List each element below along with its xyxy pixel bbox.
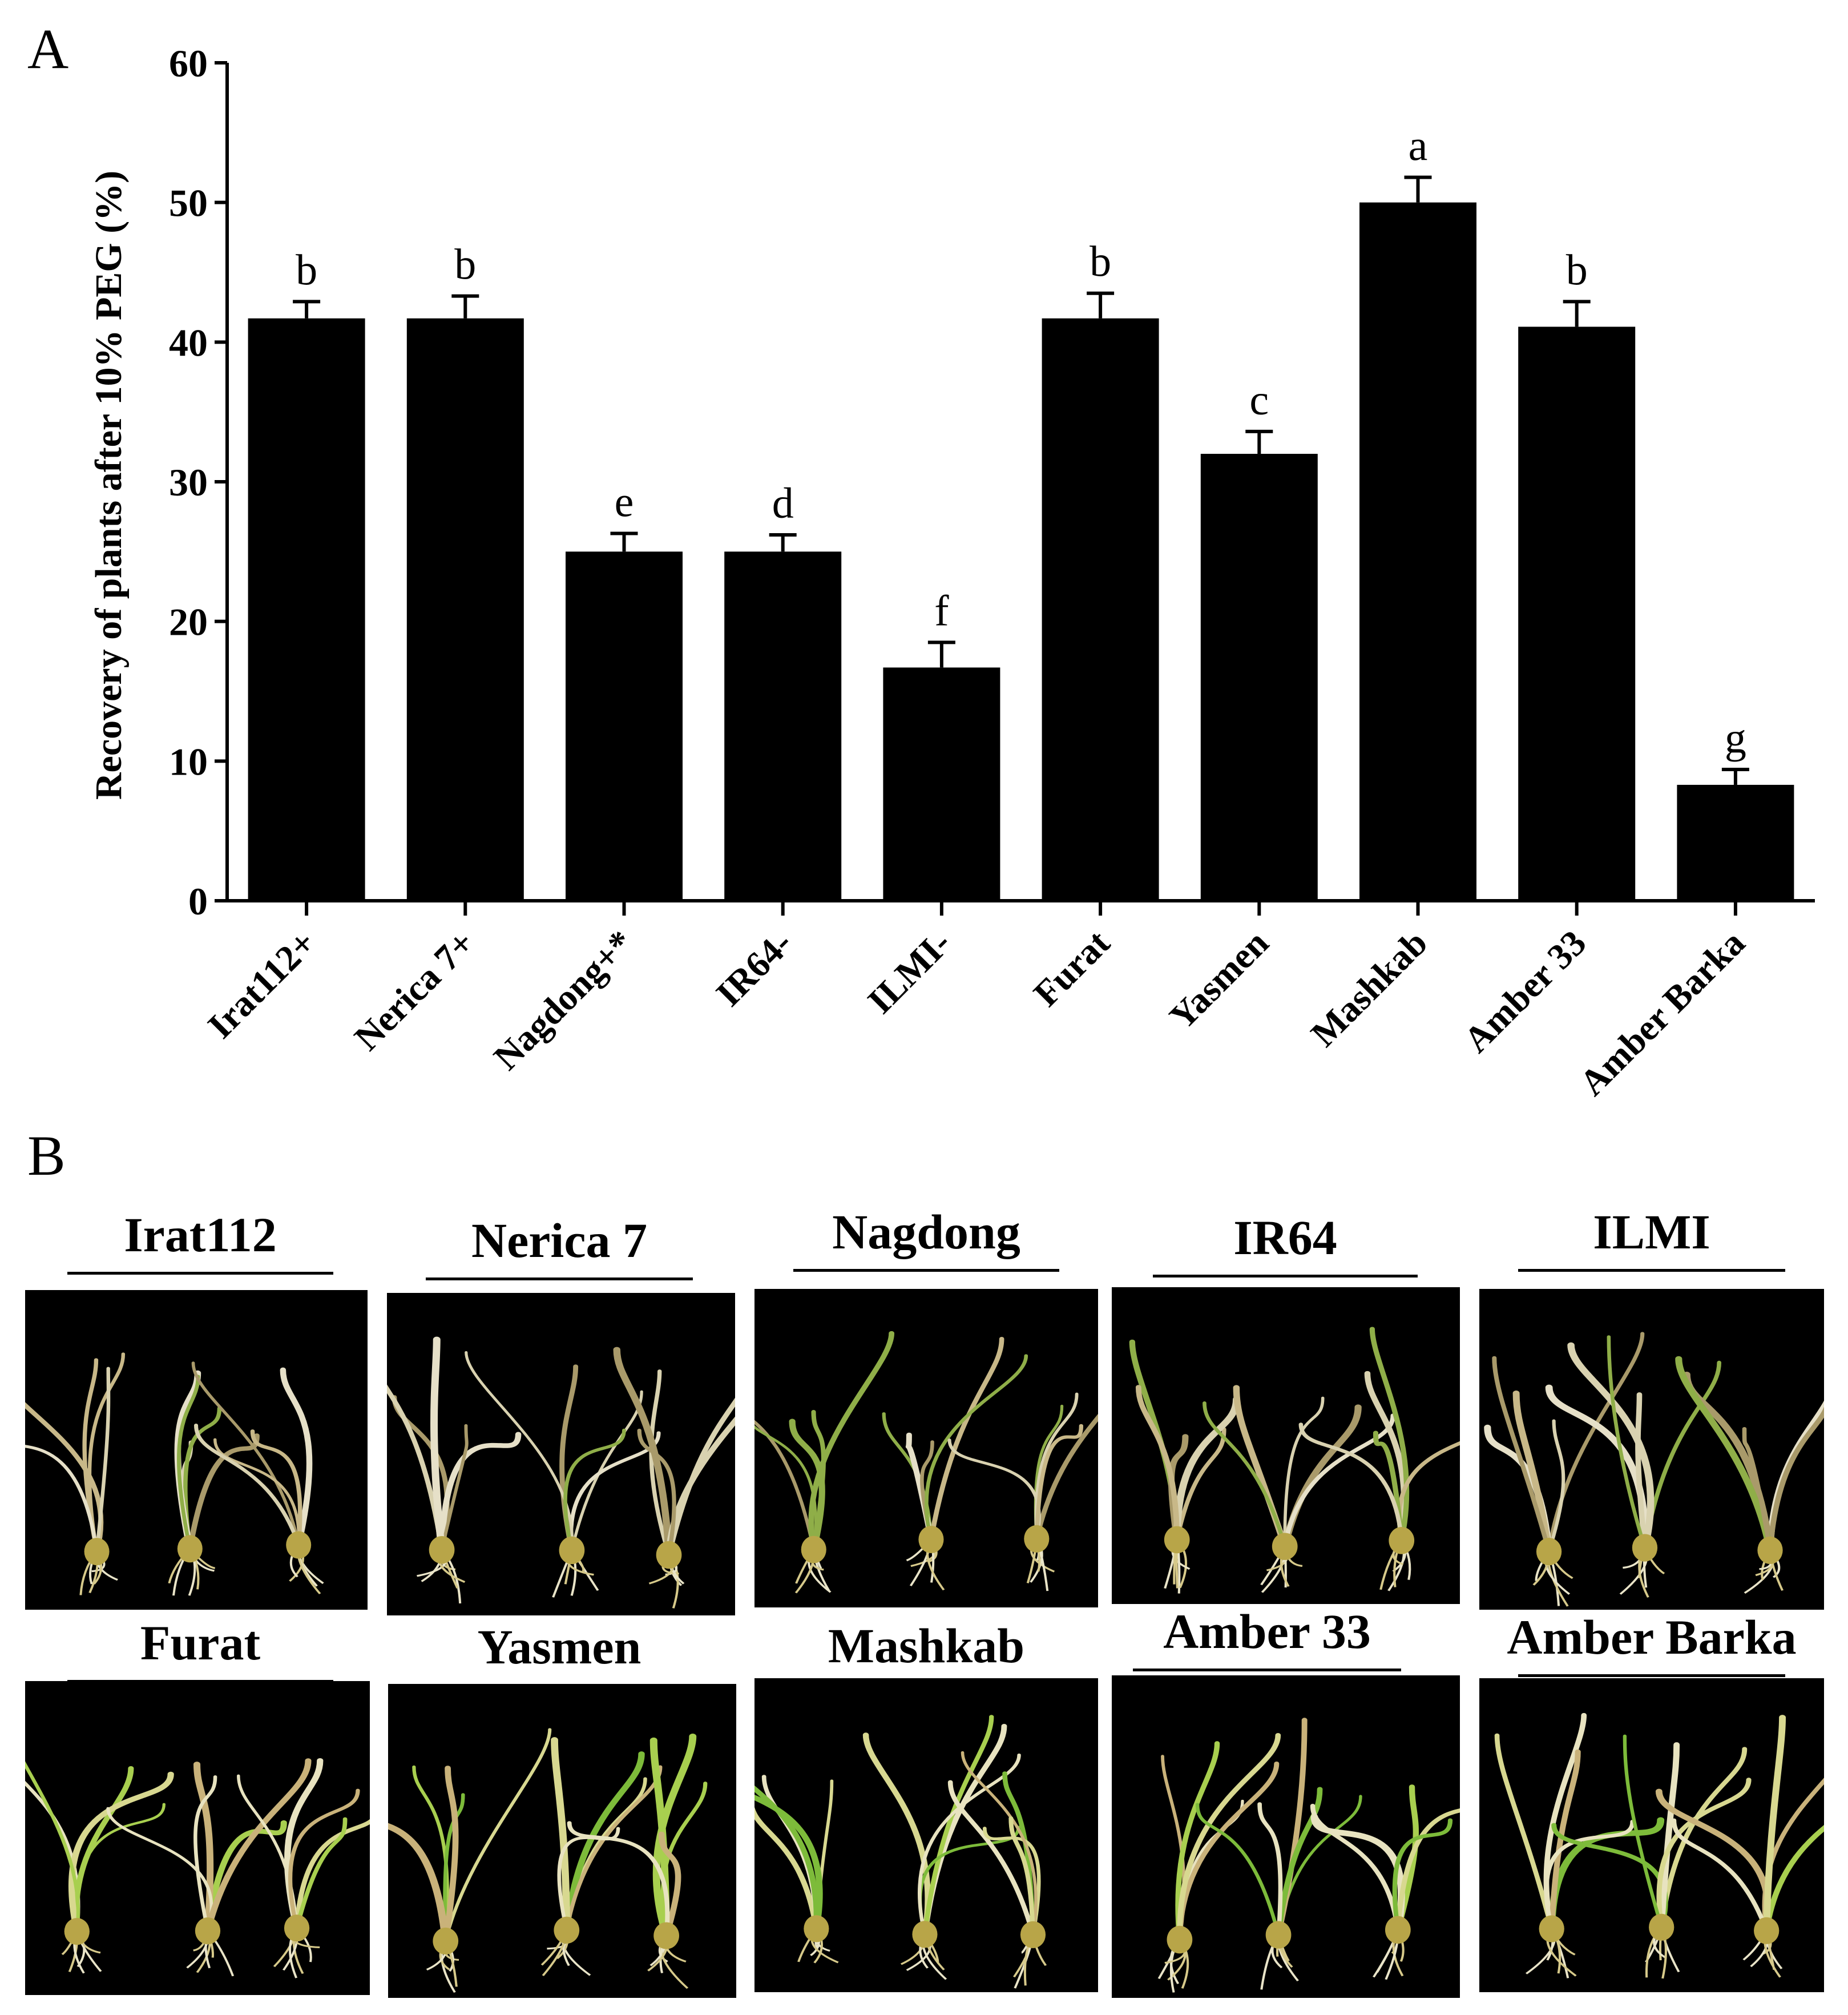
photo-title-rule bbox=[426, 1277, 693, 1280]
x-tick-label: Amber Barka bbox=[1572, 922, 1753, 1103]
significance-letter: c bbox=[1249, 376, 1269, 424]
bar bbox=[1200, 454, 1318, 901]
photo-title: Amber 33 bbox=[1163, 1604, 1371, 1659]
x-tick-label: ILMI- bbox=[860, 922, 958, 1021]
bar bbox=[724, 551, 842, 901]
x-tick-label: Yasmen bbox=[1161, 922, 1276, 1037]
bar bbox=[1518, 327, 1636, 901]
seedling-photo bbox=[25, 1681, 370, 1995]
seedling-photo bbox=[1112, 1675, 1460, 1998]
photo-title-rule bbox=[793, 1269, 1059, 1272]
significance-letter: a bbox=[1409, 122, 1428, 170]
x-tick-label: Nerica 7+ bbox=[346, 922, 482, 1058]
x-tick-label: Irat112+ bbox=[200, 922, 324, 1046]
seedling-photo bbox=[1112, 1287, 1460, 1604]
chart-bars: b b e d f b c a b g bbox=[248, 122, 1794, 901]
seedling-photo bbox=[388, 1684, 736, 1998]
y-tick-label: 50 bbox=[169, 182, 208, 225]
y-tick-label: 20 bbox=[169, 601, 208, 644]
photo-title-rule bbox=[1153, 1275, 1418, 1277]
photo-title-rule bbox=[1133, 1669, 1401, 1671]
photo-title-rule bbox=[67, 1272, 333, 1275]
y-tick-label: 40 bbox=[169, 321, 208, 364]
seedling-photo bbox=[1479, 1289, 1824, 1610]
y-axis-label: Recovery of plants after 10% PEG (%) bbox=[88, 171, 130, 800]
panel-label-b: B bbox=[27, 1124, 66, 1187]
bar-chart: Recovery of plants after 10% PEG (%) 0 10… bbox=[88, 42, 1815, 1103]
photo-title-rule bbox=[1518, 1269, 1785, 1272]
bar bbox=[566, 551, 683, 901]
x-tick-label: IR64- bbox=[708, 922, 800, 1014]
photo-title-rule bbox=[1518, 1674, 1785, 1677]
bar bbox=[883, 667, 1000, 901]
seedling-photo bbox=[754, 1289, 1098, 1607]
photo-title: Amber Barka bbox=[1507, 1610, 1797, 1665]
significance-letter: g bbox=[1725, 714, 1746, 762]
panel-label-a: A bbox=[27, 17, 69, 80]
photo-title: Furat bbox=[140, 1615, 261, 1670]
bar bbox=[1042, 318, 1159, 901]
photo-title: Yasmen bbox=[477, 1619, 641, 1674]
significance-letter: f bbox=[934, 587, 949, 635]
significance-letter: d bbox=[772, 479, 794, 527]
significance-letter: e bbox=[615, 478, 634, 526]
photo-title: Irat112 bbox=[124, 1207, 277, 1262]
bar bbox=[1677, 784, 1794, 901]
bar bbox=[406, 318, 524, 901]
chart-axes: 0 10 20 30 40 50 60 bbox=[169, 42, 1815, 923]
bar bbox=[248, 318, 365, 901]
seedling-photo bbox=[25, 1290, 368, 1610]
photo-title: Nagdong bbox=[832, 1204, 1020, 1259]
significance-letter: b bbox=[1090, 238, 1111, 286]
x-tick-label: Amber 33 bbox=[1456, 922, 1594, 1061]
x-tick-label: Mashkab bbox=[1303, 922, 1435, 1054]
significance-letter: b bbox=[296, 246, 317, 294]
significance-letter: b bbox=[454, 241, 476, 289]
bar bbox=[1359, 202, 1476, 901]
photo-title: ILMI bbox=[1593, 1204, 1710, 1259]
photo-title: IR64 bbox=[1233, 1210, 1337, 1265]
seedling-photo bbox=[387, 1293, 735, 1615]
x-tick-labels: Irat112+ Nerica 7+ Nagdong+* IR64- ILMI- Fura… bbox=[200, 922, 1753, 1103]
x-tick-label: Furat bbox=[1026, 922, 1117, 1014]
y-tick-label: 60 bbox=[169, 42, 208, 85]
photo-title: Nerica 7 bbox=[471, 1213, 647, 1268]
y-tick-label: 10 bbox=[169, 740, 208, 783]
y-tick-label: 0 bbox=[188, 880, 208, 923]
seedling-photo bbox=[754, 1678, 1098, 1992]
seedling-photo bbox=[1479, 1678, 1824, 1992]
significance-letter: b bbox=[1566, 246, 1588, 294]
photo-title: Mashkab bbox=[828, 1618, 1025, 1673]
y-tick-label: 30 bbox=[169, 461, 208, 504]
x-tick-label: Nagdong+* bbox=[486, 922, 641, 1078]
